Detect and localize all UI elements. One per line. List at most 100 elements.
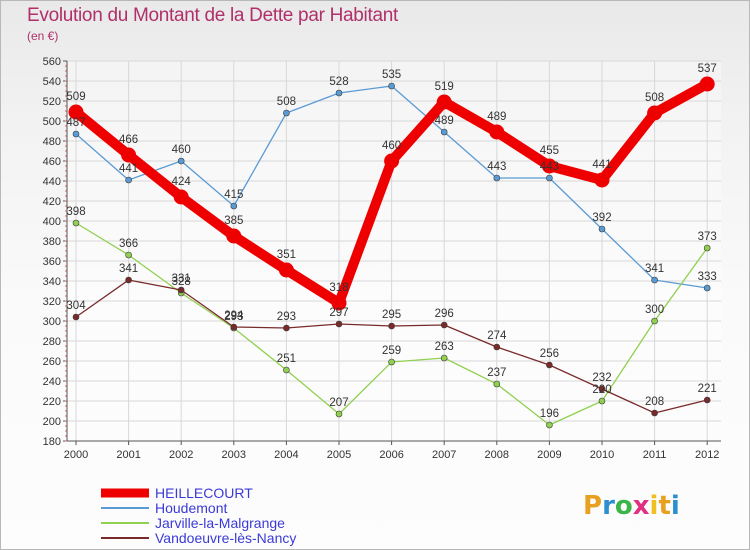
data-label: 443 xyxy=(540,161,559,173)
series-point xyxy=(703,244,711,252)
data-label: 221 xyxy=(698,383,717,395)
data-label: 232 xyxy=(592,372,611,384)
series-point xyxy=(541,158,557,174)
data-label: 328 xyxy=(172,276,191,288)
data-label: 304 xyxy=(66,300,86,312)
chart-title: Evolution du Montant de la Dette par Hab… xyxy=(27,5,398,26)
data-label: 293 xyxy=(277,311,296,323)
series-point xyxy=(493,174,501,182)
plot-area xyxy=(67,61,721,441)
series-point xyxy=(598,385,606,393)
data-label: 415 xyxy=(224,189,243,201)
series-point xyxy=(177,157,185,165)
data-label: 208 xyxy=(645,396,664,408)
y-tick-label: 440 xyxy=(43,176,61,188)
proxiti-logo: Proxiti xyxy=(583,491,680,521)
data-label: 366 xyxy=(119,238,138,250)
data-label: 237 xyxy=(487,367,506,379)
data-label-layer: 509 466 424 385 351 318 460 519 489 455 441 508 537 4… xyxy=(66,63,716,420)
data-label: 251 xyxy=(277,353,296,365)
x-tick-label: 2000 xyxy=(64,449,88,461)
series-point xyxy=(335,89,343,97)
x-tick-label: 2007 xyxy=(432,449,456,461)
series-point xyxy=(489,124,505,140)
y-tick-label: 420 xyxy=(43,196,61,208)
series-point xyxy=(335,410,343,418)
data-label: 296 xyxy=(435,308,454,320)
data-label: 263 xyxy=(435,341,454,353)
data-label: 373 xyxy=(698,231,717,243)
series-point xyxy=(72,313,80,321)
legend-label: Vandoeuvre-lès-Nancy xyxy=(155,530,296,546)
y-tick-label: 460 xyxy=(43,156,61,168)
data-label: 293 xyxy=(224,311,243,323)
y-tick-label: 200 xyxy=(43,416,61,428)
data-label: 207 xyxy=(329,397,348,409)
series-point xyxy=(388,322,395,330)
data-label: 487 xyxy=(66,117,85,129)
x-tick-label: 2012 xyxy=(695,449,719,461)
data-label: 509 xyxy=(66,91,85,103)
logo-letter: t xyxy=(658,491,671,521)
series-point xyxy=(68,104,84,120)
series-point xyxy=(72,130,80,138)
data-label: 294 xyxy=(224,310,244,322)
y-tick-label: 500 xyxy=(43,116,61,128)
data-label: 331 xyxy=(172,273,191,285)
data-label: 392 xyxy=(592,212,611,224)
data-label: 441 xyxy=(119,163,138,175)
series-point xyxy=(283,109,290,117)
series-point xyxy=(703,284,711,292)
y-tick-label: 180 xyxy=(43,436,61,448)
series-point xyxy=(230,323,238,331)
y-tick-label: 360 xyxy=(43,256,61,268)
data-label: 424 xyxy=(172,176,192,188)
series-point xyxy=(384,153,400,169)
x-tick-label: 2010 xyxy=(590,449,614,461)
legend-label: Jarville-la-Malgrange xyxy=(155,515,285,531)
y-tick-label: 480 xyxy=(43,136,61,148)
series-point xyxy=(388,358,395,366)
series-point xyxy=(283,324,290,332)
y-tick-label: 220 xyxy=(43,396,61,408)
series-point xyxy=(546,421,553,429)
data-label: 385 xyxy=(224,215,243,227)
data-label: 297 xyxy=(329,307,348,319)
data-label: 351 xyxy=(277,249,296,261)
series-layer xyxy=(68,76,715,429)
series-point xyxy=(699,76,715,92)
data-label: 460 xyxy=(382,140,401,152)
series-point xyxy=(546,174,553,182)
series-point xyxy=(440,128,448,136)
data-label: 220 xyxy=(592,384,611,396)
y-tick-label: 300 xyxy=(43,316,61,328)
logo-letter: P xyxy=(583,491,603,521)
series-point xyxy=(440,321,448,329)
data-label: 489 xyxy=(487,111,506,123)
chart-subtitle: (en €) xyxy=(27,29,59,43)
series-point xyxy=(440,354,448,362)
data-label: 341 xyxy=(119,263,138,275)
series-point xyxy=(647,105,663,121)
grid-layer xyxy=(67,60,721,442)
data-label: 528 xyxy=(329,76,348,88)
data-label: 300 xyxy=(645,304,664,316)
series-point xyxy=(335,320,343,328)
data-label: 455 xyxy=(540,145,559,157)
y-tick-label: 400 xyxy=(43,216,61,228)
axis-layer: 180 200 220 240 260 280 300 320 340 360 380 400 420 4… xyxy=(43,56,721,461)
data-label: 489 xyxy=(435,115,454,127)
x-tick-label: 2008 xyxy=(485,449,509,461)
series-point xyxy=(278,262,294,278)
y-tick-label: 380 xyxy=(43,236,61,248)
series-point xyxy=(121,147,137,163)
data-label: 537 xyxy=(698,63,717,75)
series-point xyxy=(125,251,132,259)
data-label: 508 xyxy=(645,92,664,104)
series-point xyxy=(230,202,238,210)
data-label: 443 xyxy=(487,161,506,173)
x-tick-label: 2006 xyxy=(379,449,403,461)
y-tick-label: 320 xyxy=(43,296,61,308)
series-point xyxy=(173,189,189,205)
